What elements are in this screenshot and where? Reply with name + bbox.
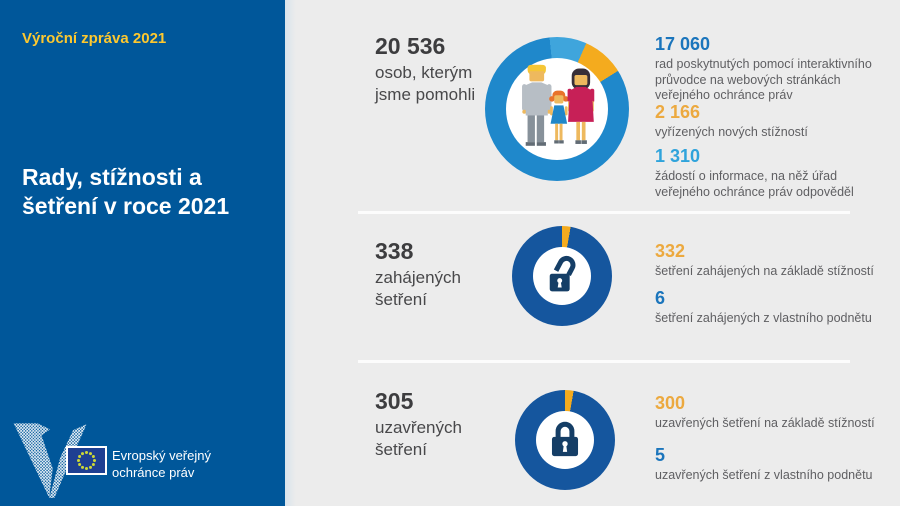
stat-item: 1 310 žádostí o informace, na něž úřad v… bbox=[655, 145, 880, 200]
headline-block: 338 zahájených šetření bbox=[375, 238, 525, 311]
stat-value: 5 bbox=[655, 445, 666, 465]
headline-number: 338 bbox=[375, 238, 414, 264]
stat-desc: šetření zahájených na základě stížností bbox=[655, 264, 874, 278]
logo-text: Evropský veřejný ochránce práv bbox=[112, 448, 211, 480]
stat-desc: uzavřených šetření na základě stížností bbox=[655, 416, 875, 430]
stat-desc: vyřízených nových stížností bbox=[655, 125, 808, 139]
stat-value: 6 bbox=[655, 288, 666, 308]
opened-inquiries-donut bbox=[512, 226, 612, 326]
headline-number: 305 bbox=[375, 388, 414, 414]
stat-desc: rad poskytnutých pomocí interaktivního p… bbox=[655, 57, 872, 102]
stat-item: 5 uzavřených šetření z vlastního podnětu bbox=[655, 444, 880, 484]
donut-hole bbox=[506, 58, 608, 160]
stat-desc: šetření zahájených z vlastního podnětu bbox=[655, 311, 872, 325]
divider bbox=[358, 360, 850, 363]
headline-number: 20 536 bbox=[375, 33, 446, 59]
headline-block: 305 uzavřených šetření bbox=[375, 388, 525, 461]
stat-value: 1 310 bbox=[655, 146, 701, 166]
closed-padlock-icon bbox=[551, 421, 579, 457]
stat-item: 300 uzavřených šetření na základě stížno… bbox=[655, 392, 880, 432]
stat-value: 332 bbox=[655, 241, 686, 261]
headline-label: uzavřených šetření bbox=[375, 418, 462, 459]
stat-value: 300 bbox=[655, 393, 686, 413]
stat-value: 2 166 bbox=[655, 102, 701, 122]
open-padlock-icon bbox=[549, 256, 576, 292]
stat-item: 2 166 vyřízených nových stížností bbox=[655, 101, 880, 141]
stat-item: 6 šetření zahájených z vlastního podnětu bbox=[655, 287, 880, 327]
divider bbox=[358, 211, 850, 214]
page-title: Rady, stížnosti a šetření v roce 2021 bbox=[22, 164, 230, 219]
donut-hole bbox=[533, 247, 591, 305]
stat-value: 17 060 bbox=[655, 34, 711, 54]
stat-desc: uzavřených šetření z vlastního podnětu bbox=[655, 468, 873, 482]
headline-label: zahájených šetření bbox=[375, 268, 462, 309]
headline-block: 20 536 osob, kterým jsme pomohli bbox=[375, 33, 525, 106]
report-label: Výroční zpráva 2021 bbox=[22, 30, 167, 47]
stat-item: 332 šetření zahájených na základě stížno… bbox=[655, 240, 880, 280]
sidebar-edge bbox=[285, 0, 296, 506]
helped-people-donut bbox=[485, 37, 629, 181]
sidebar: Výroční zpráva 2021 Rady, stížnosti a še… bbox=[0, 0, 285, 506]
stat-item: 17 060 rad poskytnutých pomocí interakti… bbox=[655, 33, 880, 104]
family-icon bbox=[522, 64, 595, 146]
ombudsman-logo: Evropský veřejný ochránce práv bbox=[0, 415, 285, 506]
donut-hole bbox=[536, 411, 594, 469]
headline-label: osob, kterým jsme pomohli bbox=[375, 63, 476, 104]
eu-flag-icon bbox=[66, 446, 107, 475]
closed-inquiries-donut bbox=[515, 390, 615, 490]
stat-desc: žádostí o informace, na něž úřad veřejné… bbox=[655, 169, 854, 199]
